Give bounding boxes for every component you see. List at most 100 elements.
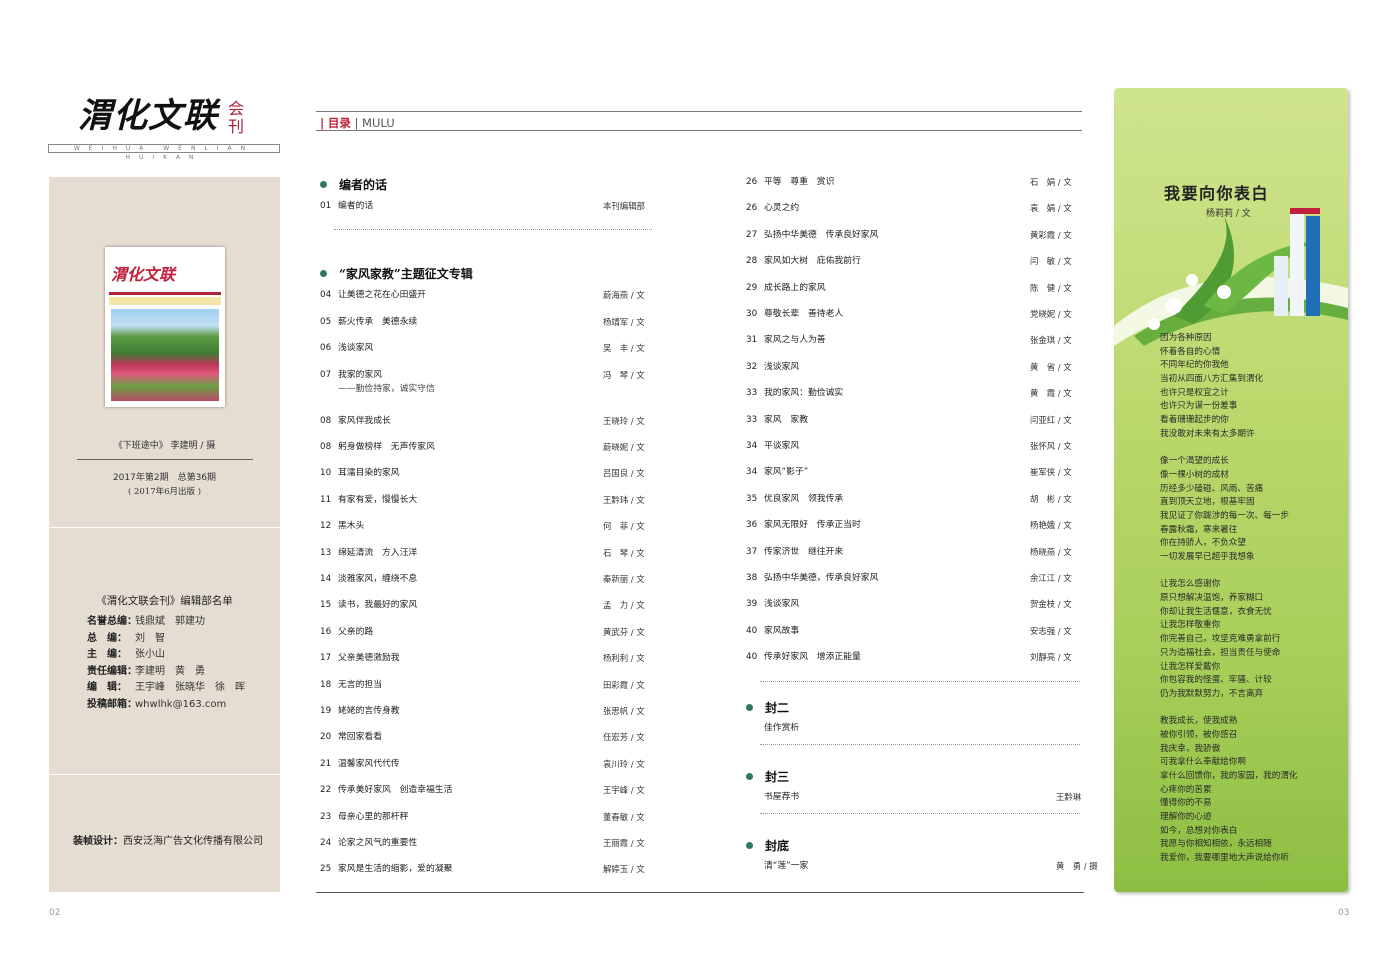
staff-name: 钱鼎斌 郭建功: [135, 616, 205, 627]
poem-line: 直到顶天立地，根基牢固: [1160, 497, 1255, 508]
entry-author: 余江江 / 文: [1030, 573, 1072, 583]
toc-entry: 清“莲”一家 黄 勇 / 摄: [764, 859, 1098, 873]
page-number: 08: [320, 442, 332, 452]
page-number: 39: [746, 599, 758, 610]
staff-name: whwlhk@163.com: [135, 698, 227, 710]
magazine-logo: 渭化文联 会刊 WEIHUA WENLIAN HUIKAN: [48, 82, 282, 161]
toc-entry: 20 常回家看看 任宏芳 / 文: [320, 730, 663, 744]
entry-title: 黑木头: [338, 521, 365, 532]
poem-line: 我见证了你跋涉的每一次、每一步: [1160, 510, 1289, 521]
toc-entry: 13 绵延清流 方入汪洋 石 琴 / 文: [320, 546, 663, 560]
staff-row: 主 编： 张小山: [87, 647, 277, 664]
poem-title: 我要向你表白: [1164, 184, 1270, 203]
entry-author: 黄彩霞 / 文: [1030, 229, 1072, 240]
section-dot-icon: [320, 270, 327, 278]
entry-author: 何 菲 / 文: [603, 521, 645, 532]
toc-entry: 14 淡雅家风，缠绕不息 秦新丽 / 文: [320, 572, 663, 586]
page-number: 22: [320, 785, 332, 796]
entry-title: 家风如大树 庇佑我前行: [764, 256, 861, 267]
section-divider: [760, 743, 1080, 745]
poem-line: 你完善自己，攻坚克难勇拿前行: [1160, 634, 1281, 645]
toc-entry: 18 无言的担当 田彩霞 / 文: [320, 678, 663, 692]
staff-list: 名誉总编： 钱鼎斌 郭建功总 编： 刘 智主 编： 张小山 责任编辑： 李建明 黄 勇编 …: [87, 614, 277, 713]
entry-author: 杨艳娥 / 文: [1030, 520, 1072, 531]
toc-entry: 21 温馨家风代代传 袁川玲 / 文: [320, 757, 663, 771]
logo-subtitle: WEIHUA WENLIAN HUIKAN: [73, 145, 255, 161]
page-number: 24: [320, 838, 332, 848]
poem-line: 你在持骄人，不负众望: [1160, 538, 1246, 549]
divider-line: [49, 774, 280, 775]
toc-entry: 24 论家之风气的重要性 王丽霞 / 文: [320, 836, 663, 850]
entry-author: 闫亚红 / 文: [1030, 414, 1072, 425]
page-number: 38: [746, 573, 758, 583]
entry-title: 平等 尊重 赏识: [764, 177, 835, 187]
poem-line: 你却让我生活惬意，衣食无忧: [1160, 606, 1272, 617]
poem-line: 我爱你，我要哪里地大声说给你听: [1160, 853, 1289, 864]
entry-author: 吴 丰 / 文: [603, 343, 645, 354]
poem-line: 理解你的心迹: [1160, 812, 1212, 823]
staff-role: 总 编：: [87, 632, 127, 644]
entry-title: 家风 家教: [764, 414, 808, 425]
entry-author: 陈 健 / 文: [1030, 282, 1072, 293]
page-number: 01: [320, 201, 332, 211]
staff-row: 责任编辑： 李建明 黄 勇: [87, 664, 277, 681]
entry-title: 尊敬长辈 善待老人: [764, 309, 844, 319]
divider-line: [77, 459, 253, 460]
entry-title: 论家之风气的重要性: [338, 838, 418, 848]
staff-title: 《渭化文联会刊》编辑部名单: [96, 595, 233, 607]
toc-entry: 08 家风伴我成长 王晓玲 / 文: [320, 414, 663, 428]
toc-entry: 26 平等 尊重 赏识 石 娟 / 文: [746, 175, 1090, 189]
staff-row: 编 辑： 王宇峰 张晓华 徐 晖: [87, 680, 277, 697]
page-number-left: 02: [49, 908, 61, 918]
section-divider: [334, 229, 652, 231]
staff-role: 投稿邮箱：: [87, 698, 137, 710]
toc-entry: 15 读书，我最好的家风 孟 力 / 文: [320, 598, 663, 612]
toc-entry: 37 传家济世 继往开来 杨晓燕 / 文: [746, 545, 1090, 559]
staff-row: 投稿邮箱： whwlhk@163.com: [87, 697, 277, 714]
poem-line: 你包容我的怪蛋、牢骚、计较: [1160, 675, 1272, 686]
design-value: 西安泛海广告文化传播有限公司: [123, 836, 263, 847]
page-number: 29: [746, 282, 758, 293]
staff-name: 刘 智: [135, 632, 165, 644]
entry-author: 吕国良 / 文: [603, 468, 645, 479]
entry-title: 浅谈家风: [764, 361, 800, 372]
divider-line: [49, 527, 280, 528]
entry-title: 让美德之花在心田盛开: [338, 290, 426, 301]
entry-title: 常回家看看: [338, 732, 382, 743]
staff-row: 名誉总编： 钱鼎斌 郭建功: [87, 614, 277, 631]
entry-title: 弘扬中华美德，传承良好家风: [764, 573, 879, 583]
entry-title: 躬身做榜样 无声传家风: [338, 442, 435, 452]
poem-line: 让我怎样敬重你: [1160, 620, 1221, 631]
poem-line: 心疼你的苦累: [1160, 784, 1212, 795]
entry-title: 传承美好家风 创造幸福生活: [338, 785, 453, 796]
cover-thumbnail: 渭化文联: [105, 247, 225, 407]
toc-entry: 30 尊敬长辈 善待老人 党晓妮 / 文: [746, 307, 1090, 321]
entry-title: 无言的担当: [338, 679, 382, 690]
toc-entry: 12 黑木头 何 菲 / 文: [320, 519, 663, 533]
poem-line: 拿什么回馈你，我的家园，我的渭化: [1160, 771, 1298, 781]
poem-line: 懂得你的不易: [1160, 798, 1212, 809]
entry-title: 淡雅家风，缠绕不息: [338, 574, 418, 584]
entry-author: 田彩霞 / 文: [603, 679, 645, 690]
entry-title: 读书，我最好的家风: [338, 600, 418, 611]
poem-line: 可我拿什么奉献给你啊: [1160, 757, 1246, 768]
entry-author: 王晓玲 / 文: [603, 415, 645, 426]
poem-line: 像一个渴望的成长: [1160, 456, 1229, 467]
entry-title: 弘扬中华美德 传承良好家风: [764, 229, 879, 240]
section-title-text: “家风家教”主题征文专辑: [339, 267, 473, 282]
poem-line: 让我怎样爱戴你: [1160, 661, 1221, 672]
entry-title: 家风之与人为善: [764, 335, 826, 346]
entry-author: 胡 彬 / 文: [1030, 493, 1072, 504]
entry-author: 本刊编辑部: [603, 201, 645, 211]
page-number: 05: [320, 316, 332, 327]
toc-entry: 28 家风如大树 庇佑我前行 闫 敏 / 文: [746, 254, 1090, 268]
logo-main-text: 渭化文联: [78, 96, 218, 136]
page-number: 19: [320, 706, 332, 716]
poem-author: 杨莉莉 / 文: [1206, 209, 1251, 219]
entry-author: 董春敏 / 文: [603, 811, 645, 822]
toc-entry: 34 家风“影子” 崔军侠 / 文: [746, 465, 1090, 479]
entry-author: 黄 霞 / 文: [1030, 388, 1072, 399]
toc-entry: 34 平谈家风 张怀风 / 文: [746, 439, 1090, 453]
header-rule-bottom: [316, 130, 1082, 131]
toc-section-title: 封底: [746, 837, 789, 854]
